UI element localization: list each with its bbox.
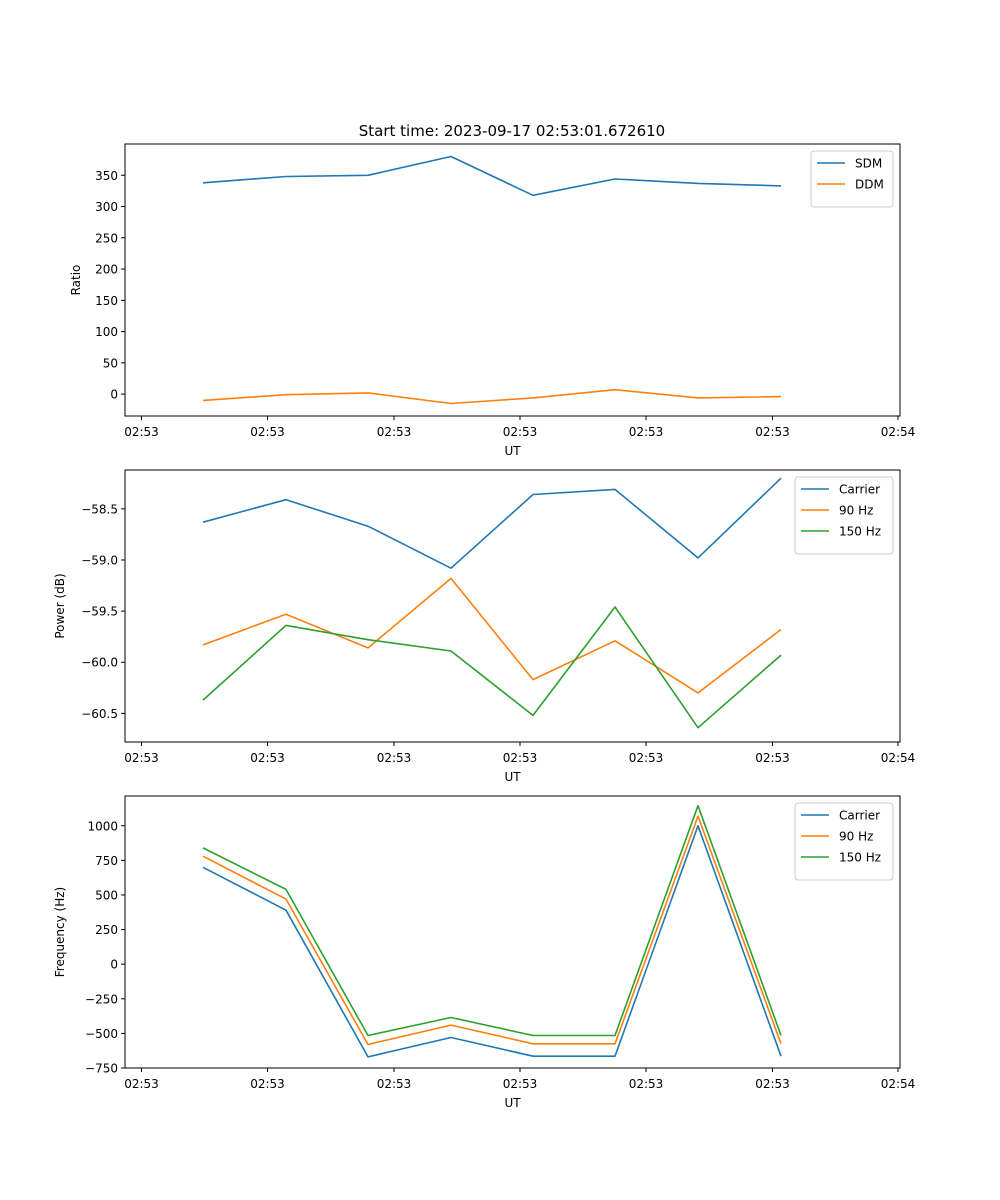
plot-area-frame <box>124 469 901 743</box>
x-tick-label: 02:53 <box>503 751 538 765</box>
y-tick-label: −60.5 <box>81 707 118 721</box>
plot-area-frame <box>124 143 901 417</box>
x-tick-label: 02:53 <box>250 425 285 439</box>
x-tick-label: 02:53 <box>755 1077 790 1091</box>
legend: SDM DDM <box>810 150 894 208</box>
x-tick-label: 02:53 <box>377 425 412 439</box>
y-tick-label: 200 <box>95 263 118 277</box>
series-line-carrier <box>202 824 782 1058</box>
panels: 02:53 02:53 02:53 02:53 02:53 02:53 02:54 0 50 10… <box>53 143 916 1110</box>
x-tick-label: 02:53 <box>124 1077 159 1091</box>
y-tick-label: 250 <box>95 923 118 937</box>
y-tick-label: −59.5 <box>81 605 118 619</box>
x-tick-label: 02:53 <box>250 1077 285 1091</box>
y-tick-label: 50 <box>103 356 118 370</box>
legend-label: Carrier <box>839 483 880 497</box>
x-tick-label: 02:53 <box>503 425 538 439</box>
x-tick-label: 02:53 <box>250 751 285 765</box>
y-tick-label: 150 <box>95 294 118 308</box>
x-axis-label: UT <box>504 444 521 458</box>
y-tick-label: 0 <box>110 958 118 972</box>
series-line-sdm <box>202 155 782 197</box>
x-tick-label: 02:53 <box>377 1077 412 1091</box>
chart-panel-3: 02:53 02:53 02:53 02:53 02:53 02:53 02:54 −750 −… <box>53 795 916 1110</box>
legend-box <box>794 802 894 881</box>
y-tick-label: −60.0 <box>81 656 118 670</box>
legend-label: Carrier <box>839 809 880 823</box>
series-line-150-hz <box>202 804 782 1037</box>
x-tick-label: 02:53 <box>629 751 664 765</box>
chart-panel-2: 02:53 02:53 02:53 02:53 02:53 02:53 02:54 −60.5… <box>53 469 916 784</box>
y-tick-label: 250 <box>95 231 118 245</box>
y-tick-label: −750 <box>85 1062 118 1076</box>
legend-label: 90 Hz <box>839 504 873 518</box>
x-tick-label: 02:54 <box>881 1077 916 1091</box>
legend-label: 150 Hz <box>839 851 881 865</box>
series-line-90-hz <box>202 577 782 694</box>
x-tick-label: 02:53 <box>377 751 412 765</box>
y-tick-label: 0 <box>110 388 118 402</box>
y-tick-label: −59.0 <box>81 553 118 567</box>
x-tick-label: 02:53 <box>629 1077 664 1091</box>
y-tick-label: 1000 <box>87 819 118 833</box>
figure-title: Start time: 2023-09-17 02:53:01.672610 <box>359 122 665 140</box>
x-tick-label: 02:53 <box>755 425 790 439</box>
y-tick-label: 500 <box>95 888 118 902</box>
x-tick-label: 02:53 <box>755 751 790 765</box>
series-line-ddm <box>202 388 782 405</box>
y-tick-label: 100 <box>95 325 118 339</box>
y-tick-label: −500 <box>85 1027 118 1041</box>
y-tick-label: 300 <box>95 200 118 214</box>
legend-box <box>810 150 894 208</box>
x-tick-label: 02:53 <box>503 1077 538 1091</box>
series-line-90-hz <box>202 815 782 1046</box>
plot-area-frame <box>124 795 901 1069</box>
y-tick-label: −250 <box>85 992 118 1006</box>
y-axis-label: Ratio <box>69 265 83 296</box>
x-tick-label: 02:53 <box>124 751 159 765</box>
legend: Carrier 90 Hz 150 Hz <box>794 476 894 555</box>
legend: Carrier 90 Hz 150 Hz <box>794 802 894 881</box>
y-tick-label: −58.5 <box>81 502 118 516</box>
y-axis-label: Frequency (Hz) <box>53 887 67 978</box>
series-line-carrier <box>202 477 782 570</box>
chart-panel-1: 02:53 02:53 02:53 02:53 02:53 02:53 02:54 0 50 10… <box>69 143 916 458</box>
legend-label: SDM <box>855 157 882 171</box>
series-line-150-hz <box>202 606 782 729</box>
x-tick-label: 02:54 <box>881 751 916 765</box>
y-tick-label: 750 <box>95 854 118 868</box>
x-tick-label: 02:53 <box>629 425 664 439</box>
legend-box <box>794 476 894 555</box>
x-tick-label: 02:54 <box>881 425 916 439</box>
x-axis-label: UT <box>504 1096 521 1110</box>
x-tick-label: 02:53 <box>124 425 159 439</box>
y-axis-label: Power (dB) <box>53 573 67 638</box>
legend-label: DDM <box>855 178 884 192</box>
legend-label: 150 Hz <box>839 525 881 539</box>
y-tick-label: 350 <box>95 169 118 183</box>
legend-label: 90 Hz <box>839 830 873 844</box>
x-axis-label: UT <box>504 770 521 784</box>
